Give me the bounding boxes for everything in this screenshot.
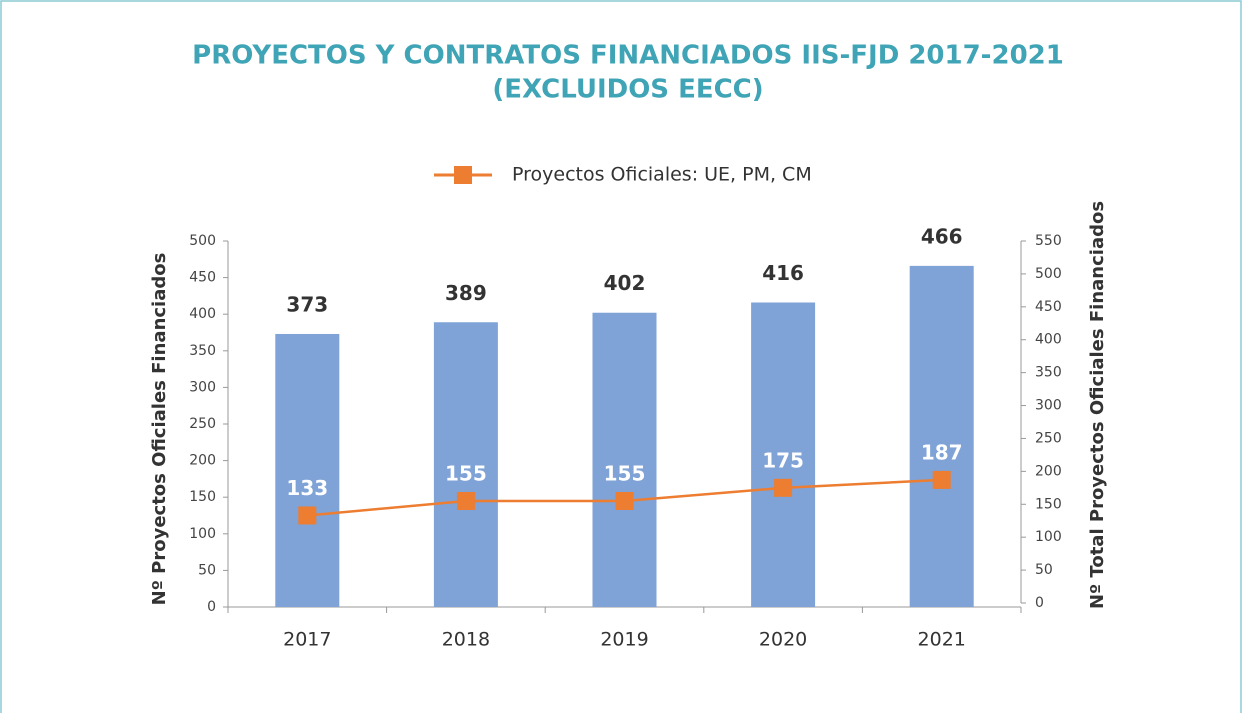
line-value-label: 187	[921, 440, 963, 464]
x-tick-label: 2019	[600, 629, 648, 651]
marker	[615, 491, 634, 510]
bar	[909, 265, 974, 607]
y-tick-label: 400	[189, 306, 216, 322]
x-tick-label: 2018	[442, 629, 490, 651]
marker	[774, 478, 793, 497]
bar	[751, 302, 816, 607]
y-tick-label: 50	[198, 562, 216, 578]
y-tick-label: 200	[189, 453, 216, 469]
bar	[275, 333, 340, 607]
y2-axis-label: Nº Total Proyectos Oficiales Financiados	[1087, 201, 1108, 609]
y2-tick-label: 450	[1035, 299, 1062, 315]
y-tick-label: 150	[189, 489, 216, 505]
marker	[932, 470, 951, 489]
bar	[433, 322, 498, 607]
bar-value-label: 389	[445, 281, 487, 305]
x-tick-label: 2020	[759, 629, 807, 651]
y2-tick-label: 100	[1035, 529, 1062, 545]
bar-value-label: 402	[604, 271, 646, 295]
y2-tick-label: 0	[1035, 595, 1044, 611]
y-tick-label: 350	[189, 343, 216, 359]
y2-tick-label: 550	[1035, 233, 1062, 249]
legend-marker	[454, 166, 472, 184]
y-tick-label: 450	[189, 270, 216, 286]
marker	[298, 506, 317, 525]
y-tick-label: 300	[189, 379, 216, 395]
y-axis-label: Nº Proyectos Oficiales Financiados	[149, 253, 170, 606]
bar-value-label: 466	[921, 224, 963, 248]
line-value-label: 133	[286, 476, 328, 500]
chart-title: (EXCLUIDOS EECC)	[492, 75, 763, 105]
y-tick-label: 0	[207, 599, 216, 615]
y2-tick-label: 200	[1035, 463, 1062, 479]
line-value-label: 175	[762, 448, 804, 472]
y2-tick-label: 350	[1035, 365, 1062, 381]
chart-title: PROYECTOS Y CONTRATOS FINANCIADOS IIS-FJ…	[192, 41, 1064, 71]
legend-label: Proyectos Oficiales: UE, PM, CM	[512, 164, 812, 186]
y2-tick-label: 250	[1035, 430, 1062, 446]
y2-tick-label: 50	[1035, 562, 1053, 578]
y2-tick-label: 300	[1035, 398, 1062, 414]
x-tick-label: 2021	[918, 629, 966, 651]
y-tick-label: 100	[189, 526, 216, 542]
line-value-label: 155	[604, 461, 646, 485]
y-tick-label: 250	[189, 416, 216, 432]
bar-value-label: 416	[762, 261, 804, 285]
y2-tick-label: 500	[1035, 266, 1062, 282]
bar	[592, 312, 657, 607]
x-tick-label: 2017	[283, 629, 331, 651]
marker	[456, 491, 475, 510]
bar-value-label: 373	[286, 292, 328, 316]
y-tick-label: 500	[189, 233, 216, 249]
y2-tick-label: 400	[1035, 332, 1062, 348]
y2-tick-label: 150	[1035, 496, 1062, 512]
line-value-label: 155	[445, 461, 487, 485]
